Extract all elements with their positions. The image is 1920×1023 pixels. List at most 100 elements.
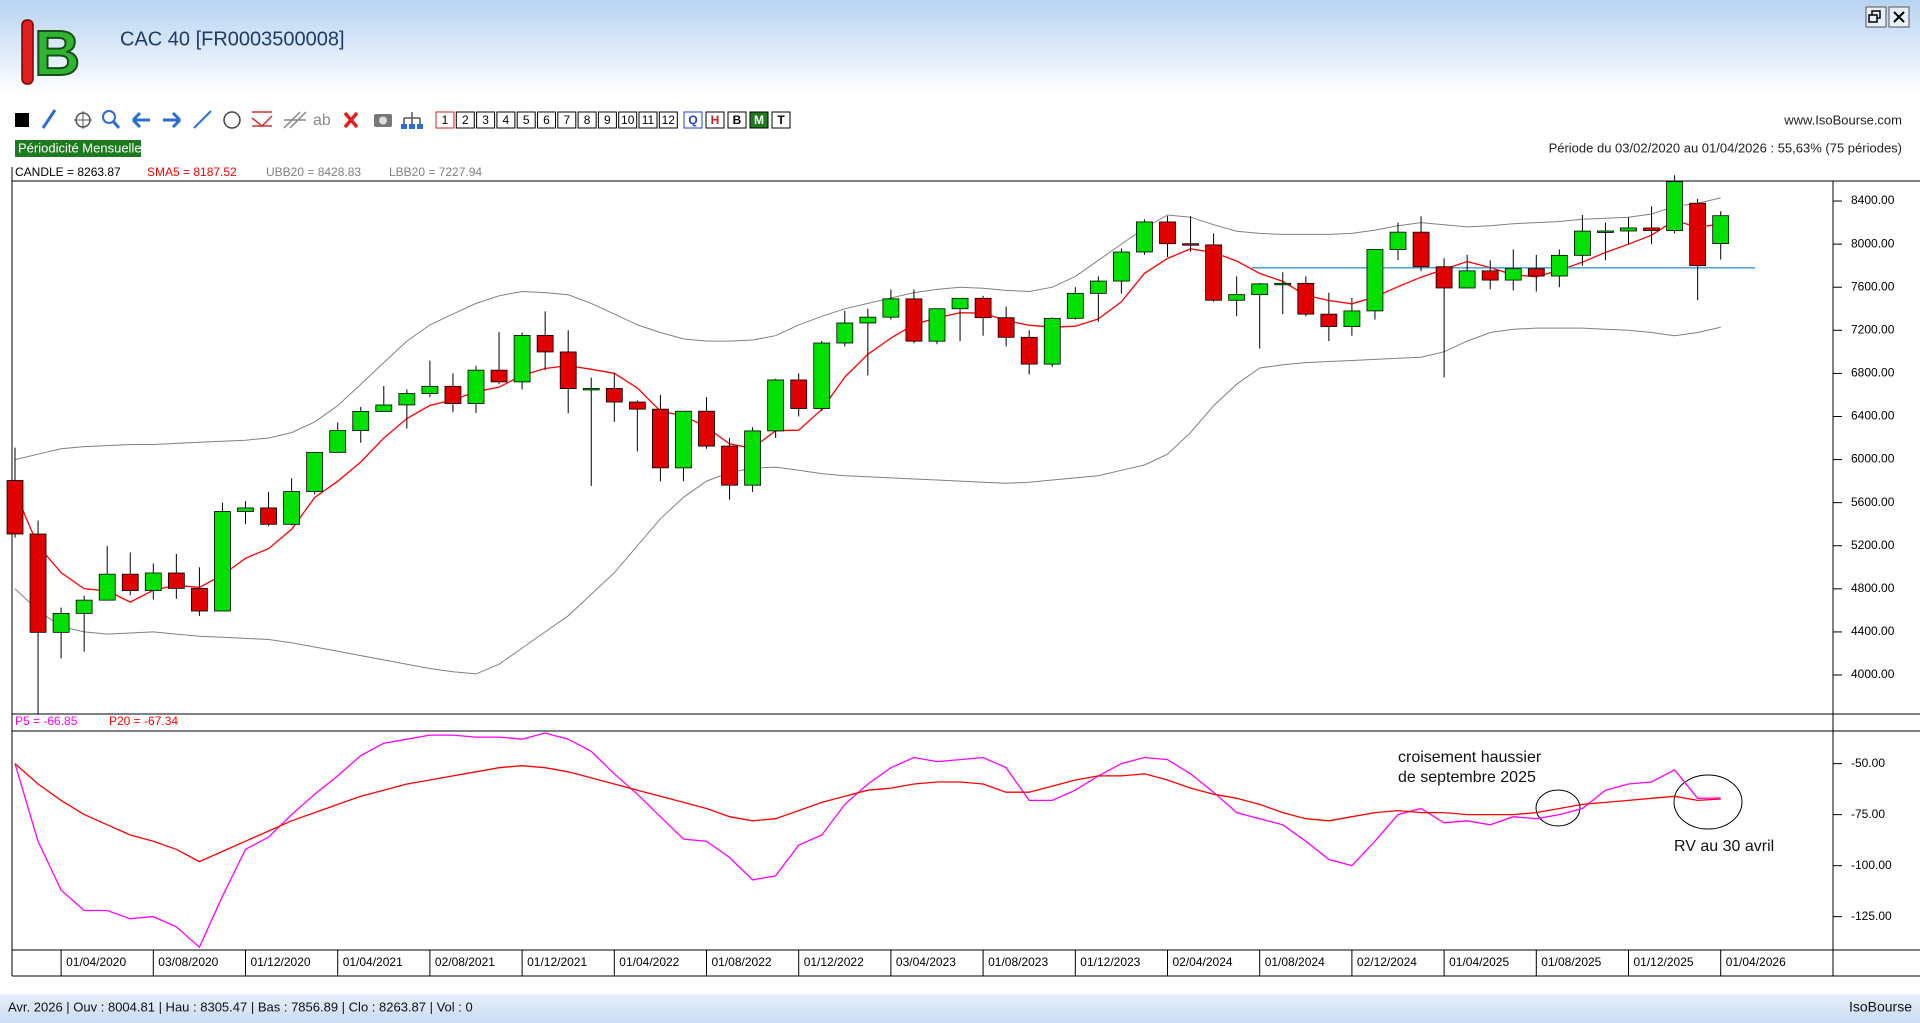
period-button[interactable] [597, 111, 617, 129]
y-tick-label: -100.00 [1851, 858, 1892, 872]
candle-body [1113, 251, 1130, 282]
logo: B [21, 16, 81, 90]
y-tick-label: -75.00 [1851, 807, 1885, 821]
candle-body [1435, 266, 1453, 289]
circle-tool[interactable] [223, 111, 241, 129]
candle-body [260, 507, 277, 525]
candle-body [1159, 221, 1176, 245]
site-link[interactable]: www.IsoBourse.com [1783, 112, 1902, 127]
candle-body [698, 410, 715, 447]
candle-body [1182, 243, 1199, 246]
y-tick-label: -50.00 [1851, 756, 1885, 770]
period-button[interactable] [516, 111, 536, 129]
frequency-button[interactable] [683, 111, 703, 129]
zoom-tool[interactable] [102, 110, 116, 124]
annotation-circle [1535, 789, 1581, 827]
candle-body [467, 369, 485, 404]
candle-body [767, 379, 785, 432]
candle-body [1481, 270, 1499, 281]
frequency-button[interactable] [771, 111, 791, 129]
logo-letter: B [34, 17, 80, 89]
color-tool[interactable] [15, 113, 29, 127]
fibo-tool[interactable] [251, 111, 273, 128]
y-tick-label: 6800.00 [1851, 366, 1895, 380]
frequency-label: Q [688, 113, 697, 127]
text-tool[interactable]: ab [313, 112, 331, 129]
candle-body [283, 491, 301, 525]
period-button[interactable] [476, 111, 496, 129]
status-info: Avr. 2026 | Ouv : 8004.81 | Hau : 8305.4… [8, 999, 473, 1014]
frequency-button[interactable] [705, 111, 725, 129]
candle-body [813, 342, 831, 409]
period-label: 7 [563, 113, 570, 127]
forward-arrow[interactable] [163, 111, 182, 129]
candle-body [536, 334, 554, 353]
candle-body [1689, 202, 1707, 267]
tree-node [401, 124, 407, 129]
candle-body [421, 385, 439, 394]
status-brand: IsoBourse [1849, 999, 1912, 1015]
candle-body [52, 612, 70, 633]
window-title: CAC 40 [FR0003500008] [120, 28, 345, 50]
candle-body [997, 317, 1015, 338]
oscillator-line [14, 763, 1721, 863]
candle-body [1412, 231, 1430, 268]
period-button[interactable] [638, 111, 658, 129]
legend-entry: P20 = -67.34 [109, 714, 178, 728]
period-label: 9 [604, 113, 611, 127]
y-tick-label: 8400.00 [1851, 193, 1895, 207]
period-button[interactable] [537, 111, 556, 129]
candle-body [375, 404, 393, 412]
y-tick-label: 5200.00 [1851, 538, 1895, 552]
x-tick-label: 02/08/2021 [435, 955, 495, 969]
candle-body [559, 351, 577, 389]
period-button[interactable] [557, 111, 577, 129]
candle-body [444, 385, 462, 404]
candle-body [1320, 313, 1338, 327]
candle-body [582, 388, 600, 391]
restore-icon [1868, 14, 1878, 23]
periodicity-label: Périodicité Mensuelle [18, 140, 142, 155]
period-label: 2 [462, 113, 469, 127]
x-tick-label: 01/04/2026 [1726, 955, 1786, 969]
tree-tool[interactable] [403, 112, 421, 124]
period-button[interactable] [455, 111, 475, 129]
pen-tool[interactable] [41, 109, 57, 129]
period-button[interactable] [435, 111, 455, 129]
x-tick-label: 01/12/2023 [1080, 955, 1140, 969]
x-tick-label: 01/12/2025 [1634, 955, 1694, 969]
line-tool[interactable] [193, 110, 212, 129]
frequency-button[interactable] [727, 111, 747, 129]
candle-body [237, 507, 254, 512]
y-tick-label: 4400.00 [1851, 624, 1895, 638]
period-label: 10 [621, 113, 635, 127]
candle-body [1251, 283, 1269, 296]
legend-entry: LBB20 = 7227.94 [389, 165, 482, 179]
zoom-handle [111, 120, 121, 129]
period-label: Période du 03/02/2020 au 01/04/2026 : 55… [1549, 140, 1902, 155]
frequency-label: H [711, 113, 720, 127]
candle-body [214, 511, 231, 612]
candle-body [1458, 270, 1476, 289]
back-arrow[interactable] [131, 111, 150, 129]
candle-body [1643, 227, 1660, 231]
channel-tool[interactable] [283, 111, 307, 129]
period-button[interactable] [577, 111, 597, 129]
y-tick-label: -125.00 [1851, 909, 1892, 923]
window-buttons[interactable] [1865, 6, 1910, 28]
period-button[interactable] [496, 111, 516, 129]
period-button[interactable] [658, 111, 678, 129]
delete-tool[interactable] [343, 111, 359, 129]
candle-body [1343, 310, 1361, 327]
tree-node [417, 124, 423, 129]
period-label: 1 [442, 113, 449, 127]
candle-body [1574, 230, 1591, 256]
x-tick-label: 01/12/2020 [251, 955, 311, 969]
x-tick-label: 01/04/2022 [619, 955, 679, 969]
candle-body [1136, 221, 1153, 253]
frequency-button[interactable] [749, 111, 769, 129]
y-tick-label: 7600.00 [1851, 279, 1895, 293]
period-label: 6 [543, 113, 550, 127]
period-button[interactable] [618, 111, 638, 129]
